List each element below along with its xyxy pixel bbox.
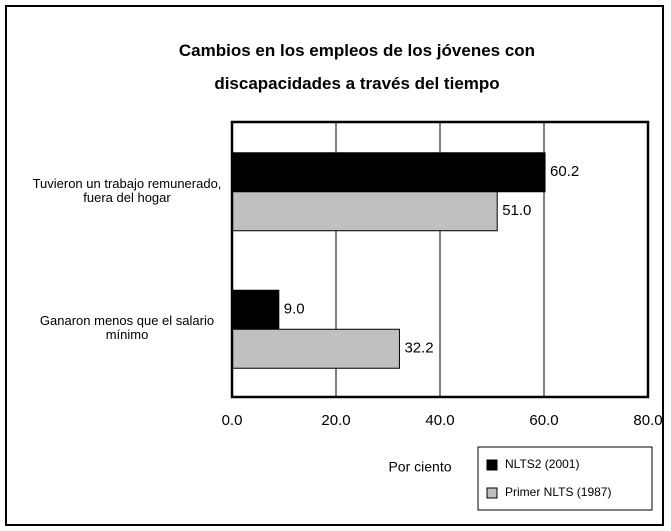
plot-frame xyxy=(230,120,650,399)
legend-label: NLTS2 (2001) xyxy=(505,457,579,471)
x-tick-label: 20.0 xyxy=(321,412,350,429)
value-label: 51.0 xyxy=(502,202,531,219)
value-label: 9.0 xyxy=(284,301,305,318)
x-axis-label: Por ciento xyxy=(388,459,451,475)
bar xyxy=(231,191,498,232)
frame xyxy=(5,5,664,526)
legend-box xyxy=(477,446,653,511)
legend-swatch xyxy=(486,459,498,471)
category-label: Tuvieron un trabajo remunerado, fuera de… xyxy=(32,175,222,205)
x-tick-label: 80.0 xyxy=(633,412,662,429)
category-label: Ganaron menos que el salario mínimo xyxy=(39,313,215,343)
legend-swatch xyxy=(486,487,498,499)
bar xyxy=(231,289,280,330)
x-tick-label: 60.0 xyxy=(529,412,558,429)
chart-title: Cambios en los empleos de los jóvenes co… xyxy=(178,41,536,93)
bar xyxy=(231,152,546,193)
legend-label: Primer NLTS (1987) xyxy=(505,485,611,499)
x-tick-label: 0.0 xyxy=(222,412,243,429)
value-label: 60.2 xyxy=(550,163,579,180)
bar xyxy=(231,328,400,369)
value-label: 32.2 xyxy=(404,340,433,357)
x-tick-label: 40.0 xyxy=(425,412,454,429)
